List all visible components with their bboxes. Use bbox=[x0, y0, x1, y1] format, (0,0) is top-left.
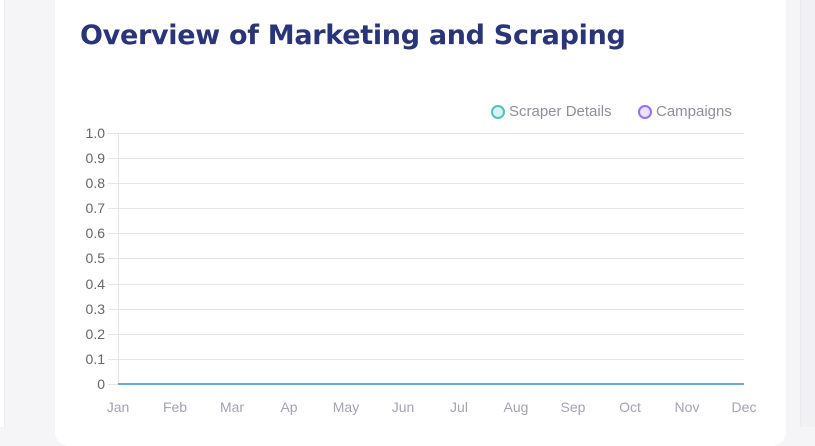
y-tick-label: 0.5 bbox=[85, 250, 105, 266]
x-tick-label: Feb bbox=[162, 399, 188, 415]
gridline bbox=[108, 208, 744, 209]
y-tick-label: 0.6 bbox=[85, 225, 105, 241]
legend-item-campaigns[interactable]: Campaigns bbox=[638, 103, 732, 120]
card-title: Overview of Marketing and Scraping bbox=[80, 20, 626, 51]
x-tick-label: Sep bbox=[560, 399, 586, 415]
y-tick-label: 0.9 bbox=[85, 150, 105, 166]
y-tick-label: 0.7 bbox=[85, 200, 105, 216]
x-tick-label: Ap bbox=[280, 399, 298, 415]
legend-label: Scraper Details bbox=[509, 103, 612, 120]
gridline bbox=[108, 233, 744, 234]
line-chart: 1.0 0.9 0.8 0.7 0.6 0.5 0.4 0.3 0.2 0.1 … bbox=[85, 125, 757, 415]
y-axis bbox=[118, 133, 119, 385]
circle-marker-icon bbox=[638, 104, 652, 119]
legend-item-scraper-details[interactable]: Scraper Details bbox=[491, 103, 612, 120]
x-tick-label: Mar bbox=[219, 399, 245, 415]
chart-card bbox=[55, 0, 786, 446]
sidebar-edge bbox=[0, 0, 5, 427]
gridline bbox=[108, 359, 744, 360]
gridline bbox=[108, 258, 744, 259]
gridline bbox=[108, 133, 744, 134]
gridline bbox=[108, 183, 744, 184]
x-tick-label: May bbox=[332, 399, 360, 415]
y-tick-label: 0 bbox=[97, 376, 105, 392]
x-tick-label: Jul bbox=[450, 399, 468, 415]
y-tick-label: 0.8 bbox=[85, 175, 105, 191]
y-tick-label: 0.4 bbox=[85, 276, 105, 292]
gridline bbox=[108, 309, 744, 310]
x-tick-label: Aug bbox=[503, 399, 529, 415]
x-tick-label: Oct bbox=[619, 399, 641, 415]
x-tick-label: Jun bbox=[391, 399, 415, 415]
gridline bbox=[108, 158, 744, 159]
y-tick-label: 1.0 bbox=[85, 125, 105, 141]
legend-label: Campaigns bbox=[656, 103, 732, 120]
gridline bbox=[108, 284, 744, 285]
y-tick-label: 0.2 bbox=[85, 326, 105, 342]
series-line-scraper-details[interactable] bbox=[118, 383, 744, 385]
y-tick-label: 0.3 bbox=[85, 301, 105, 317]
x-tick-label: Nov bbox=[674, 399, 700, 415]
gridline bbox=[108, 334, 744, 335]
y-tick-label: 0.1 bbox=[85, 351, 105, 367]
scrollbar-track[interactable] bbox=[800, 0, 815, 427]
circle-marker-icon bbox=[491, 104, 505, 119]
x-tick-label: Jan bbox=[106, 399, 130, 415]
x-tick-label: Dec bbox=[731, 399, 757, 415]
